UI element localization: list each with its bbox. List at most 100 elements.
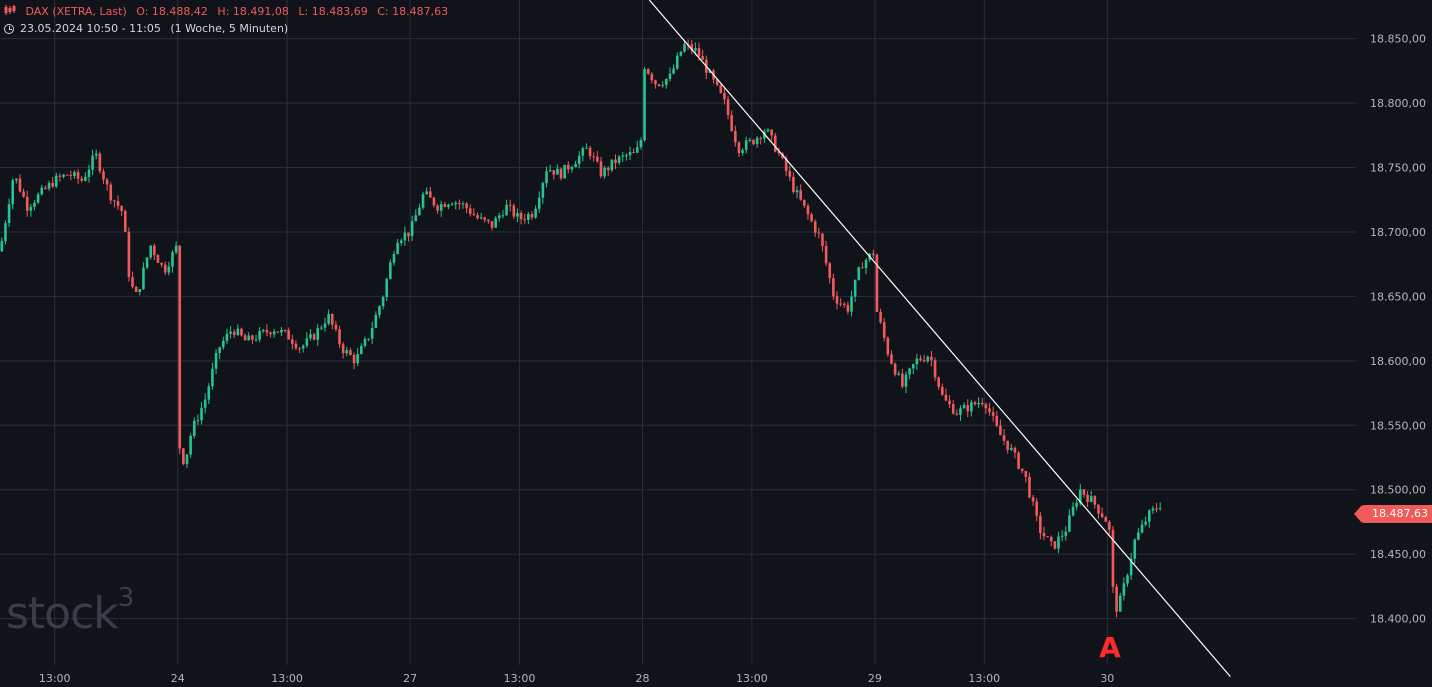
- symbol-label: DAX (XETRA, Last): [25, 5, 127, 18]
- candle-body: [719, 84, 723, 93]
- candle-body: [450, 204, 454, 206]
- candle-body: [330, 314, 334, 325]
- candle-body: [436, 205, 439, 211]
- candle-body: [737, 142, 741, 153]
- candle-body: [723, 92, 726, 100]
- candle-body: [752, 140, 755, 145]
- candle-body: [243, 335, 247, 341]
- candle-body: [432, 197, 436, 206]
- x-tick-label: 13:00: [271, 672, 303, 685]
- candle-body: [497, 215, 501, 219]
- candle-body: [523, 219, 527, 221]
- candle-body: [552, 170, 556, 175]
- candle-body: [893, 363, 897, 375]
- x-tick-label: 13:00: [736, 672, 768, 685]
- candle-body: [236, 328, 240, 335]
- candle-body: [817, 232, 821, 234]
- candle-body: [788, 170, 792, 177]
- candle-body: [646, 69, 650, 74]
- candle-body: [559, 168, 563, 179]
- candle-body: [345, 350, 349, 354]
- candle-body: [385, 278, 389, 298]
- candle-body: [399, 240, 403, 243]
- candle-body: [1122, 583, 1126, 596]
- candle-body: [91, 155, 94, 170]
- candle-body: [545, 171, 548, 184]
- candle-body: [1158, 508, 1162, 510]
- candle-body: [229, 331, 232, 334]
- trendline[interactable]: [648, 0, 1231, 677]
- candle-body: [153, 245, 156, 256]
- candle-body: [240, 328, 243, 336]
- x-tick-label: 24: [171, 672, 185, 685]
- y-tick-label: 18.750,00: [1370, 162, 1426, 175]
- candle-body: [795, 190, 799, 193]
- candle-body: [62, 174, 65, 177]
- candle-body: [203, 399, 207, 408]
- candle-body: [614, 159, 617, 163]
- candle-body: [556, 168, 559, 175]
- candle-body: [374, 314, 378, 328]
- y-tick-label: 18.500,00: [1370, 484, 1426, 497]
- candle-body: [534, 208, 537, 218]
- marker-a: A: [1099, 631, 1121, 664]
- candle-body: [675, 55, 679, 69]
- candle-body: [269, 332, 272, 335]
- y-tick-label: 18.650,00: [1370, 290, 1426, 303]
- candle-body: [291, 339, 294, 344]
- candle-body: [744, 140, 748, 151]
- candle-body: [755, 137, 759, 145]
- candle-body: [149, 245, 152, 258]
- candle-body: [799, 190, 802, 200]
- candle-body: [138, 289, 142, 292]
- candle-body: [839, 303, 842, 305]
- candle-body: [919, 358, 922, 361]
- candle-body: [1075, 502, 1078, 507]
- candle-body: [142, 267, 145, 290]
- candle-body: [897, 373, 901, 375]
- y-tick-label: 18.800,00: [1370, 97, 1426, 110]
- candle-body: [33, 202, 36, 207]
- candle-body: [174, 245, 178, 253]
- candle-body: [508, 204, 512, 206]
- candle-body: [265, 330, 269, 333]
- candle-body: [1137, 532, 1140, 540]
- candle-body: [926, 356, 930, 362]
- x-tick-label: 27: [403, 672, 417, 685]
- candle-body: [628, 152, 632, 156]
- candle-body: [458, 202, 461, 205]
- candle-body: [639, 140, 643, 148]
- candle-body: [625, 155, 628, 157]
- candle-body: [980, 402, 984, 405]
- candle-body: [875, 254, 879, 312]
- candle-body: [1104, 517, 1108, 522]
- candle-body: [951, 404, 955, 414]
- candle-body: [370, 327, 374, 339]
- candle-body: [1057, 536, 1060, 549]
- candle-body: [1028, 476, 1031, 498]
- candle-body: [1097, 504, 1100, 514]
- candle-body: [973, 402, 977, 405]
- candle-body: [1078, 489, 1082, 503]
- candle-body: [810, 214, 813, 222]
- x-axis: 13:00 24 13:00 27 13:00 28 13:00 29 13:00 30: [39, 672, 1114, 685]
- candle-body: [109, 184, 113, 201]
- candle-body: [98, 153, 102, 172]
- candle-body: [519, 212, 523, 220]
- candle-body: [0, 241, 4, 252]
- candle-body: [483, 217, 487, 220]
- candle-body: [58, 175, 62, 177]
- candle-body: [995, 415, 999, 426]
- candle-body: [668, 73, 672, 79]
- candle-body: [334, 324, 338, 330]
- candle-body: [577, 155, 581, 164]
- candle-body: [429, 191, 432, 198]
- candle-body: [461, 203, 465, 205]
- candle-body: [443, 204, 447, 207]
- candle-body: [439, 204, 443, 211]
- candle-body: [1144, 521, 1147, 525]
- candle-body: [283, 329, 287, 331]
- candle-body: [734, 130, 737, 143]
- candle-body: [708, 70, 712, 73]
